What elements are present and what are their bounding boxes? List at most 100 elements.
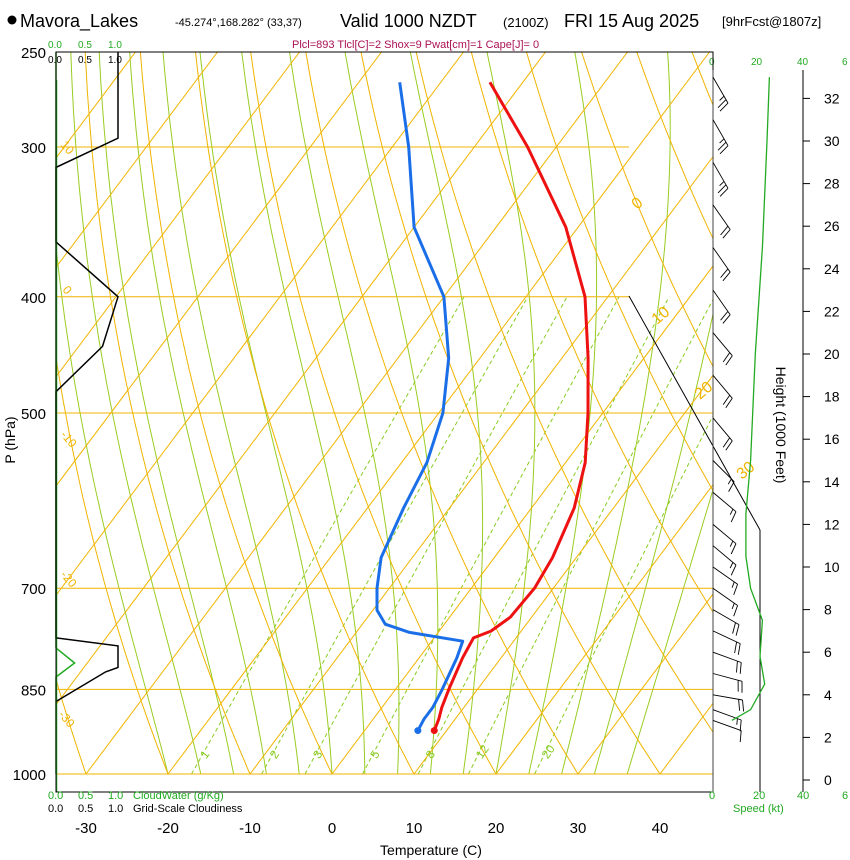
wind-barb <box>712 587 739 617</box>
temperature-tick-label: -20 <box>157 820 179 837</box>
moist-adiabat-label: 30 <box>734 459 759 484</box>
speed-top-tick: 20 <box>751 57 763 68</box>
surface-temperature-point <box>430 727 438 735</box>
dry-adiabat-label: -10 <box>58 428 80 451</box>
temperature-tick-label: -30 <box>75 820 97 837</box>
wind-barb <box>712 673 743 693</box>
mixing-ratio-label: 20 <box>539 742 558 761</box>
height-tick-label: 26 <box>824 218 840 234</box>
wind-barb <box>712 709 742 732</box>
height-tick-label: 6 <box>824 644 832 660</box>
cloudwater-bottom-tick: 0.0 <box>48 790 63 802</box>
dry-adiabat-line <box>360 52 661 775</box>
dry-adiabat-line <box>305 52 579 775</box>
station-coords: -45.274°,168.282° (33,37) <box>175 17 302 29</box>
mixing-ratio-line <box>261 296 529 775</box>
moist-adiabat-line <box>486 52 536 775</box>
moist-adiabat-line <box>129 52 267 775</box>
isotherm-line <box>56 52 300 378</box>
wind-barb <box>712 694 745 712</box>
dry-adiabats <box>56 52 850 775</box>
pressure-tick-label: 300 <box>21 140 46 157</box>
temperature-tick-label: 10 <box>406 820 423 837</box>
isotherm-line <box>495 483 713 775</box>
dry-adiabat-line <box>195 52 415 775</box>
dry-adiabat-line <box>581 52 713 368</box>
forecast-label: [9hrFcst@1807z] <box>722 14 821 29</box>
mixing-ratio-line <box>191 296 465 775</box>
wind-barb <box>712 247 731 282</box>
dry-adiabat-line <box>56 677 87 775</box>
height-tick-label: 28 <box>824 176 840 192</box>
station-bullet-icon <box>7 15 17 25</box>
height-tick-label: 8 <box>824 602 832 618</box>
speed-top-tick: 6 <box>842 57 848 68</box>
temperature-tick-label: 30 <box>570 820 587 837</box>
wind-barb <box>712 119 729 155</box>
wind-barb <box>712 609 740 636</box>
temperature-tick-label: 40 <box>652 820 669 837</box>
wind-barb <box>712 460 735 492</box>
cloudiness-profile-line <box>55 52 119 703</box>
plot-frame <box>55 51 714 793</box>
speed-bottom-tick: 6 <box>842 790 848 802</box>
cloudwater-title: CloudWater (g/Kg) <box>133 790 224 802</box>
isobar-lines <box>56 51 713 775</box>
temperature-axis-title: Temperature (C) <box>380 842 482 858</box>
pressure-tick-label: 700 <box>21 581 46 598</box>
moist-adiabat-line <box>241 52 366 774</box>
cloudiness-top-tick: 1.0 <box>108 55 122 66</box>
station-name: Mavora_Lakes <box>20 11 138 32</box>
moist-adiabat-line <box>70 52 202 775</box>
parameter-line: Plcl=893 Tlcl[C]=2 Shox=9 Pwat[cm]=1 Cap… <box>292 39 539 51</box>
moist-adiabat-line <box>56 241 169 775</box>
wind-barb <box>712 76 729 112</box>
cloudwater-bottom-tick: 1.0 <box>108 790 123 802</box>
dry-adiabat-line <box>526 52 713 492</box>
moist-adiabat-line <box>289 52 400 775</box>
height-axis-title: Height (1000 Feet) <box>773 367 789 484</box>
wind-barb <box>712 417 733 451</box>
dry-adiabat-line <box>56 354 169 775</box>
height-tick-label: 4 <box>824 687 832 703</box>
moist-adiabat-line <box>593 311 713 775</box>
height-tick-label: 32 <box>824 90 840 106</box>
moist-adiabat-line <box>528 52 598 775</box>
speed-bottom-tick: 40 <box>797 790 809 802</box>
utc-label: (2100Z) <box>503 15 549 30</box>
surface-dewpoint-point <box>414 727 422 735</box>
dry-adiabat-line <box>470 52 713 613</box>
height-tick-label: 20 <box>824 346 840 362</box>
wind-barb <box>712 545 737 576</box>
temperature-tick-label: -10 <box>239 820 261 837</box>
wind-speed-profile-line <box>731 77 771 721</box>
moist-adiabat-line <box>162 52 300 775</box>
wind-barb <box>712 630 741 655</box>
moist-adiabat-line <box>98 52 235 775</box>
pressure-tick-label: 1000 <box>13 767 46 784</box>
height-tick-label: 16 <box>824 431 840 447</box>
wind-barb <box>712 651 742 674</box>
temperature-axis-ticks: -30 -20 -10 0 10 20 30 40 <box>75 820 668 837</box>
cloudwater-top-tick: 1.0 <box>108 40 122 51</box>
isotherm-line <box>577 593 713 775</box>
height-tick-label: 0 <box>824 772 832 788</box>
mixing-ratio-line <box>362 296 620 775</box>
isotherm-line <box>742 52 850 774</box>
isotherm-line <box>56 52 218 269</box>
wind-panel-boundary <box>628 295 761 531</box>
pressure-axis-ticks: 250 300 400 500 700 850 1000 <box>13 45 46 784</box>
dry-adiabat-label: -20 <box>58 568 80 591</box>
mixing-ratio-line <box>534 414 713 775</box>
dry-adiabat-line <box>139 52 333 775</box>
mixing-ratio-label: 3 <box>310 747 325 761</box>
wind-barb <box>712 162 729 197</box>
height-tick-label: 24 <box>824 261 840 277</box>
height-tick-label: 12 <box>824 516 840 532</box>
dry-adiabat-line <box>802 52 850 774</box>
moist-adiabat-line <box>626 487 713 775</box>
wind-barb <box>712 492 737 523</box>
